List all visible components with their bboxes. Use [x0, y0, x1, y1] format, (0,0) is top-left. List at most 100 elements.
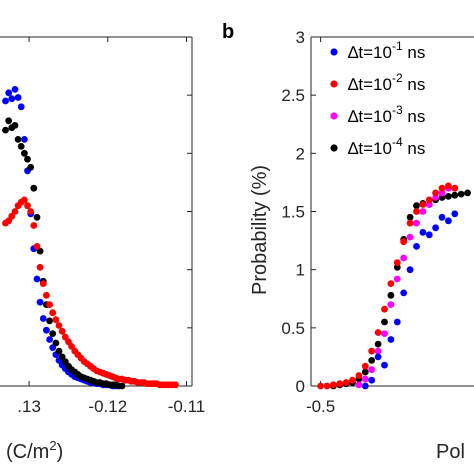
- panel-b-data-point: [413, 219, 420, 227]
- panel-a-data-point: [58, 327, 66, 335]
- legend-marker: [330, 80, 338, 88]
- panel-b-data-point: [381, 305, 388, 313]
- panel-b-data-point: [368, 347, 376, 355]
- panel-b-data-point: [368, 366, 376, 374]
- panel-a-data-point: [2, 97, 9, 105]
- panel-b-data-point: [425, 196, 433, 204]
- panel-a-data-point: [39, 280, 47, 287]
- legend-entry-suffix: ns: [403, 75, 426, 94]
- panel-a-data-point: [33, 243, 41, 250]
- panel-a-data-point: [55, 322, 63, 329]
- legend-entry-label: ∆t=10-3 ns: [348, 103, 425, 126]
- legend-entry-prefix: ∆t=10: [348, 107, 392, 126]
- panel-a-xlabel: (C/m2): [6, 438, 63, 463]
- panel-a-data-point: [24, 155, 31, 163]
- panel-a-data-point: [27, 163, 35, 171]
- panel-b-data-point: [457, 190, 465, 198]
- panel-a-data-point: [118, 382, 126, 390]
- panel-a-xtick-label: -0.12: [88, 397, 127, 416]
- panel-b-data-point: [336, 380, 344, 388]
- panel-b-data-point: [381, 318, 388, 326]
- panel-b-ytick-label: 1.5: [281, 203, 305, 222]
- legend-entry-exponent: -1: [392, 39, 403, 53]
- panel-a-data-point: [14, 94, 22, 101]
- panel-b: b 0 0.5 1 1.5 2 2.5 3 -0.5 Probability (%) Pol ∆t=1…: [222, 21, 474, 463]
- panel-b-data-point: [451, 191, 459, 199]
- panel-a-data-point: [36, 298, 44, 306]
- panel-a-data-point: [21, 136, 28, 143]
- legend-marker: [330, 112, 338, 120]
- panel-b-xtick-label: -0.5: [306, 397, 335, 416]
- panel-a-data-point: [14, 136, 22, 143]
- legend-entry-suffix: ns: [403, 43, 426, 62]
- panel-a-data-point: [30, 184, 38, 192]
- panel-b-data-point: [342, 379, 350, 386]
- legend-entry-exponent: -2: [392, 71, 403, 85]
- panel-b-data-point: [355, 372, 363, 379]
- legend-marker: [330, 144, 338, 152]
- legend-entry-exponent: -3: [392, 103, 403, 117]
- panel-b-data-point: [406, 233, 414, 241]
- panel-a-xlabel-main: (C/m: [6, 441, 49, 463]
- panel-b-data-point: [387, 301, 395, 308]
- panel-a-data-point: [55, 347, 63, 355]
- panel-b-ylabel: Probability (%): [249, 165, 271, 295]
- panel-b-data-point: [393, 275, 401, 283]
- panel-a-data-point: [43, 291, 50, 299]
- panel-b-data-point: [400, 289, 408, 297]
- panel-b-data-point: [400, 254, 408, 262]
- panel-a-xtick-label: -0.11: [168, 397, 206, 416]
- panel-a-data-point: [17, 143, 25, 150]
- legend-entry-suffix: ns: [403, 139, 426, 158]
- panel-a-data-point: [30, 222, 38, 229]
- panel-b-data-point: [432, 224, 439, 232]
- panel-a: .13 -0.12 -0.11 (C/m2): [0, 36, 206, 463]
- panel-b-data-point: [419, 229, 427, 236]
- panel-b-data-point: [406, 213, 414, 221]
- panel-a-data-point: [11, 208, 19, 215]
- legend-entry-prefix: ∆t=10: [348, 139, 392, 158]
- panel-a-data-point: [5, 89, 13, 97]
- panel-a-data-point: [46, 336, 53, 343]
- panel-b-data-point: [361, 368, 369, 376]
- panel-a-data-point: [49, 330, 57, 337]
- panel-b-data-point: [374, 353, 382, 361]
- panel-b-ytick-label: 0: [296, 377, 305, 396]
- panel-a-data-point: [11, 122, 19, 129]
- panel-b-data-point: [387, 291, 395, 299]
- panel-b-data-point: [368, 357, 376, 364]
- panel-b-data-point: [406, 266, 414, 274]
- panel-a-data-point: [49, 309, 57, 317]
- panel-a-data-point: [39, 315, 47, 322]
- panel-a-data-point: [21, 196, 28, 204]
- panel-a-data-point: [36, 263, 44, 271]
- legend-entry-label: ∆t=10-4 ns: [348, 135, 425, 158]
- panel-a-series-0: [2, 86, 120, 390]
- panel-b-data-point: [387, 280, 395, 287]
- panel-b-xlabel: Pol: [436, 441, 465, 463]
- panel-a-data-point: [52, 339, 60, 347]
- panel-b-series-3: [317, 182, 459, 390]
- panel-b-data-point: [419, 208, 427, 215]
- panel-b-data-point: [330, 381, 337, 389]
- panel-b-label: b: [222, 21, 234, 43]
- legend-entry-exponent: -4: [392, 135, 403, 149]
- panel-a-data-point: [21, 149, 28, 157]
- panel-b-data-point: [400, 238, 408, 246]
- panel-b-data-point: [438, 213, 446, 221]
- legend-entry-label: ∆t=10-2 ns: [348, 71, 425, 94]
- panel-a-data-point: [5, 117, 13, 125]
- panel-b-data-point: [374, 347, 382, 355]
- legend-entry-suffix: ns: [403, 107, 426, 126]
- panel-a-data-point: [17, 103, 25, 111]
- panel-b-data-point: [349, 376, 356, 384]
- panel-b-data-point: [438, 189, 446, 197]
- panel-a-data-point: [33, 213, 41, 221]
- panel-b-data-point: [406, 219, 414, 227]
- panel-b-series-2: [361, 210, 459, 390]
- panel-a-data-point: [52, 316, 60, 324]
- panel-b-data-point: [361, 362, 369, 370]
- legend-entry-label: ∆t=10-1 ns: [348, 39, 425, 62]
